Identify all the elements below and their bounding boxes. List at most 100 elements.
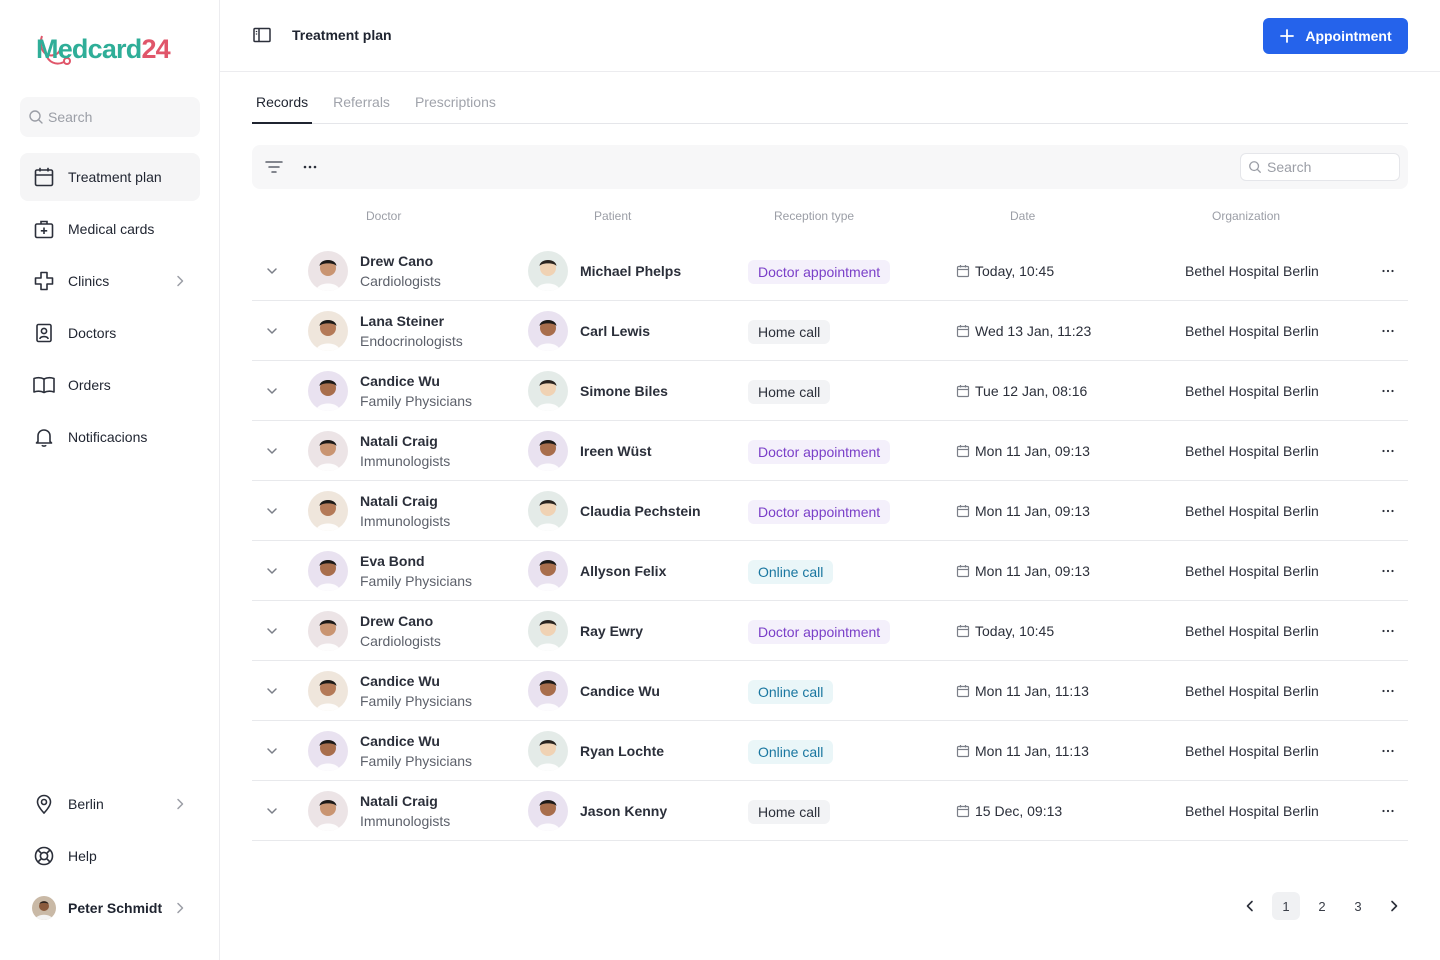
tab-referrals[interactable]: Referrals [333, 94, 390, 110]
expand-row-icon[interactable] [264, 683, 280, 704]
table-row[interactable]: Eva Bond Family Physicians Allyson Felix On… [252, 541, 1408, 601]
reception-type-badge: Doctor appointment [748, 620, 891, 644]
table-row[interactable]: Natali Craig Immunologists Claudia Pechste… [252, 481, 1408, 541]
patient-name: Allyson Felix [580, 563, 667, 579]
doctor-specialty: Family Physicians [360, 393, 473, 409]
calendar-icon [956, 744, 970, 763]
medical-cross-icon [32, 269, 56, 293]
patient-avatar [528, 611, 568, 651]
table-row[interactable]: Lana Steiner Endocrinologists Carl Lewis Ho… [252, 301, 1408, 361]
table-search-field[interactable] [1267, 159, 1392, 175]
doctor-specialty: Immunologists [360, 453, 451, 469]
row-more-icon[interactable] [1380, 563, 1396, 584]
row-more-icon[interactable] [1380, 443, 1396, 464]
page-button-1[interactable]: 1 [1272, 892, 1300, 920]
doctor-name: Candice Wu [360, 373, 440, 389]
page-button-3[interactable]: 3 [1354, 898, 1362, 914]
table-row[interactable]: Candice Wu Family Physicians Candice Wu Onl… [252, 661, 1408, 721]
app-logo[interactable]: Medcard24 [36, 28, 171, 70]
sidebar-item-treatment-plan[interactable]: Treatment plan [20, 153, 200, 201]
organization-name: Bethel Hospital Berlin [1185, 383, 1319, 399]
stethoscope-icon [39, 35, 71, 65]
expand-row-icon[interactable] [264, 263, 280, 284]
tab-records[interactable]: Records [252, 88, 313, 124]
row-more-icon[interactable] [1380, 683, 1396, 704]
reception-type-badge: Home call [748, 320, 831, 344]
sidebar-item-clinics[interactable]: Clinics [20, 257, 200, 305]
expand-row-icon[interactable] [264, 563, 280, 584]
row-more-icon[interactable] [1380, 383, 1396, 404]
doctor-avatar [308, 551, 348, 591]
row-more-icon[interactable] [1380, 623, 1396, 644]
expand-row-icon[interactable] [264, 443, 280, 464]
doctor-badge-icon [32, 321, 56, 345]
doctor-avatar [308, 671, 348, 711]
table-row[interactable]: Candice Wu Family Physicians Ryan Lochte On… [252, 721, 1408, 781]
sidebar-item-notifications[interactable]: Notificacions [20, 413, 200, 461]
column-header-patient[interactable]: Patient [594, 209, 632, 223]
table-row[interactable]: Natali Craig Immunologists Jason Kenny Home… [252, 781, 1408, 841]
prev-page-button[interactable] [1236, 892, 1264, 920]
patient-avatar [528, 431, 568, 471]
row-more-icon[interactable] [1380, 743, 1396, 764]
table-row[interactable]: Natali Craig Immunologists Ireen Wüst Docto… [252, 421, 1408, 481]
expand-row-icon[interactable] [264, 743, 280, 764]
calendar-icon [956, 564, 970, 583]
pagination: 1 2 3 [1236, 892, 1416, 920]
sidebar-search-input[interactable]: Search [20, 97, 200, 137]
expand-row-icon[interactable] [264, 323, 280, 344]
page-button-2[interactable]: 2 [1318, 898, 1326, 914]
logo-wordmark: Medcard24 [36, 33, 171, 64]
row-more-icon[interactable] [1380, 263, 1396, 284]
new-appointment-button[interactable]: Appointment [1263, 18, 1408, 54]
appointment-date: 15 Dec, 09:13 [975, 803, 1063, 819]
sidebar-item-orders[interactable]: Orders [20, 361, 200, 409]
sidebar-toggle-icon[interactable] [252, 26, 272, 44]
sidebar-item-location[interactable]: Berlin [20, 780, 200, 828]
reception-type-badge: Online call [748, 740, 834, 764]
appointment-date: Mon 11 Jan, 09:13 [975, 503, 1090, 519]
expand-row-icon[interactable] [264, 803, 280, 824]
row-more-icon[interactable] [1380, 803, 1396, 824]
doctor-specialty: Family Physicians [360, 693, 473, 709]
more-horizontal-icon[interactable] [300, 158, 320, 176]
column-header-date[interactable]: Date [1010, 209, 1036, 223]
filter-icon[interactable] [264, 158, 284, 176]
table-row[interactable]: Candice Wu Family Physicians Simone Biles H… [252, 361, 1408, 421]
sidebar-item-help[interactable]: Help [20, 832, 200, 880]
sidebar-item-doctors[interactable]: Doctors [20, 309, 200, 357]
column-header-organization[interactable]: Organization [1212, 209, 1281, 223]
table-row[interactable]: Drew Cano Cardiologists Michael Phelps Doct… [252, 241, 1408, 301]
patient-avatar [528, 311, 568, 351]
patient-avatar [528, 371, 568, 411]
sidebar-search-placeholder: Search [48, 109, 93, 125]
expand-row-icon[interactable] [264, 383, 280, 404]
sidebar-item-medical-cards[interactable]: Medical cards [20, 205, 200, 253]
sidebar-item-profile[interactable]: Peter Schmidt [20, 884, 200, 932]
table-row[interactable]: Drew Cano Cardiologists Ray Ewry Doctor app… [252, 601, 1408, 661]
next-page-button[interactable] [1380, 892, 1408, 920]
sidebar-item-label: Treatment plan [68, 169, 162, 185]
reception-type-badge: Doctor appointment [748, 260, 891, 284]
sidebar-item-label: Berlin [68, 796, 104, 812]
page-title: Treatment plan [292, 27, 392, 43]
doctor-specialty: Family Physicians [360, 753, 473, 769]
column-header-doctor[interactable]: Doctor [366, 209, 402, 223]
row-more-icon[interactable] [1380, 323, 1396, 344]
sidebar-item-label: Doctors [68, 325, 117, 341]
doctor-avatar [308, 611, 348, 651]
appointment-date: Today, 10:45 [975, 623, 1055, 639]
organization-name: Bethel Hospital Berlin [1185, 563, 1319, 579]
doctor-specialty: Endocrinologists [360, 333, 463, 349]
expand-row-icon[interactable] [264, 623, 280, 644]
table-toolbar [252, 145, 1408, 189]
expand-row-icon[interactable] [264, 503, 280, 524]
organization-name: Bethel Hospital Berlin [1185, 683, 1319, 699]
table-search-input[interactable] [1240, 153, 1400, 181]
row-more-icon[interactable] [1380, 503, 1396, 524]
reception-type-badge: Online call [748, 560, 834, 584]
chevron-right-icon [177, 275, 184, 287]
topbar: Treatment plan Appointment [220, 0, 1440, 72]
column-header-reception-type[interactable]: Reception type [774, 209, 855, 223]
tab-prescriptions[interactable]: Prescriptions [414, 94, 496, 110]
